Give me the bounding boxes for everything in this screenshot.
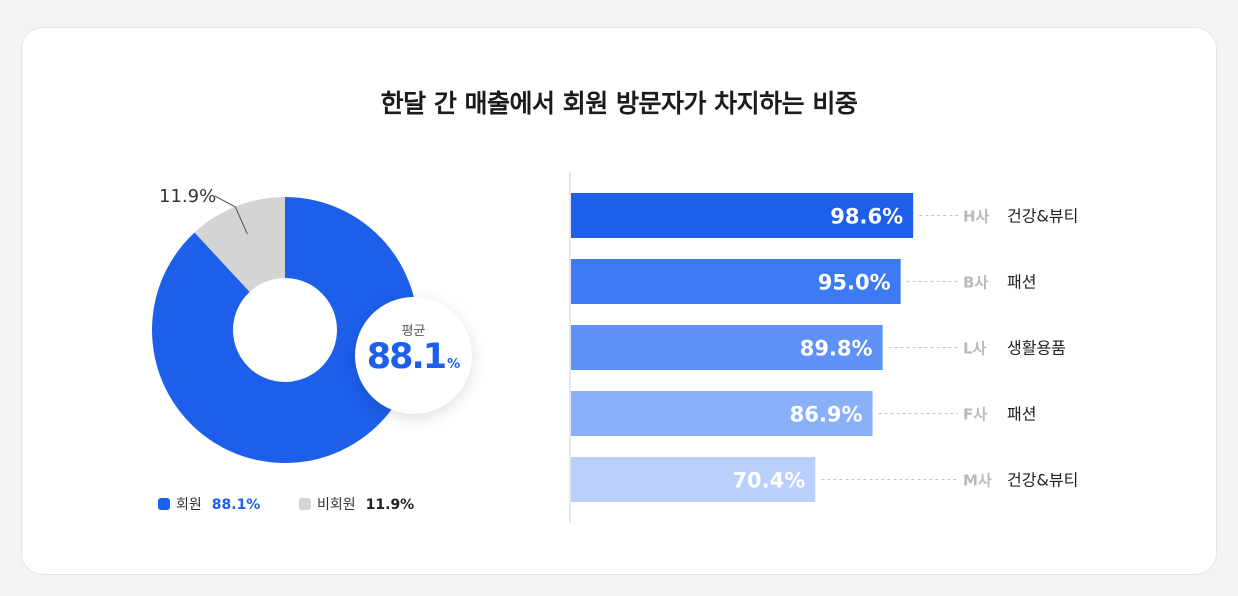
- bar-company-code-2: L사: [963, 340, 987, 358]
- average-value-group: 88.1%: [355, 337, 472, 377]
- legend-item-member: 회원 88.1%: [158, 494, 261, 513]
- bar-company-code-0: H사: [963, 208, 990, 226]
- bar-category-name-1: 패션: [1007, 273, 1036, 292]
- average-value: 88.1: [366, 337, 447, 377]
- bar-category-name-3: 패션: [1007, 405, 1036, 424]
- legend-value-non-member: 11.9%: [365, 497, 415, 513]
- bar-category-name-4: 건강&뷰티: [1007, 471, 1078, 490]
- chart-title: 한달 간 매출에서 회원 방문자가 차지하는 비중: [380, 89, 858, 118]
- legend-swatch-non-member: [299, 498, 311, 510]
- legend-swatch-member: [158, 498, 170, 510]
- bar-value-label-2: 89.8%: [800, 337, 873, 361]
- bar-1: [571, 259, 901, 304]
- donut-chart: 11.9%: [152, 186, 418, 463]
- average-label: 평균: [401, 324, 426, 339]
- bar-category-name-2: 생활용품: [1007, 339, 1066, 358]
- bar-2: [571, 325, 883, 370]
- callout-label: 11.9%: [159, 186, 216, 207]
- legend-label-member: 회원: [176, 497, 202, 513]
- bar-3: [571, 391, 873, 436]
- average-badge: 평균 88.1%: [355, 297, 472, 414]
- legend-value-member: 88.1%: [211, 497, 261, 513]
- callout-leader-line: [214, 195, 248, 235]
- donut-slice-member: [152, 197, 418, 463]
- bar-company-code-3: F사: [963, 406, 987, 424]
- bar-4: [571, 457, 816, 502]
- bar-category-name-0: 건강&뷰티: [1007, 207, 1078, 226]
- bar-company-code-1: B사: [963, 274, 988, 292]
- bar-company-code-4: M사: [963, 472, 992, 490]
- legend-label-non-member: 비회원: [317, 497, 356, 513]
- bar-value-label-1: 95.0%: [818, 271, 891, 295]
- bar-0: [571, 193, 914, 238]
- average-unit: %: [447, 357, 461, 372]
- donut-slice-non-member: [194, 197, 285, 292]
- bar-value-label-4: 70.4%: [732, 469, 805, 493]
- bar-value-label-0: 98.6%: [830, 205, 903, 229]
- bar-value-label-3: 86.9%: [790, 403, 863, 427]
- legend-item-non-member: 비회원 11.9%: [299, 494, 415, 513]
